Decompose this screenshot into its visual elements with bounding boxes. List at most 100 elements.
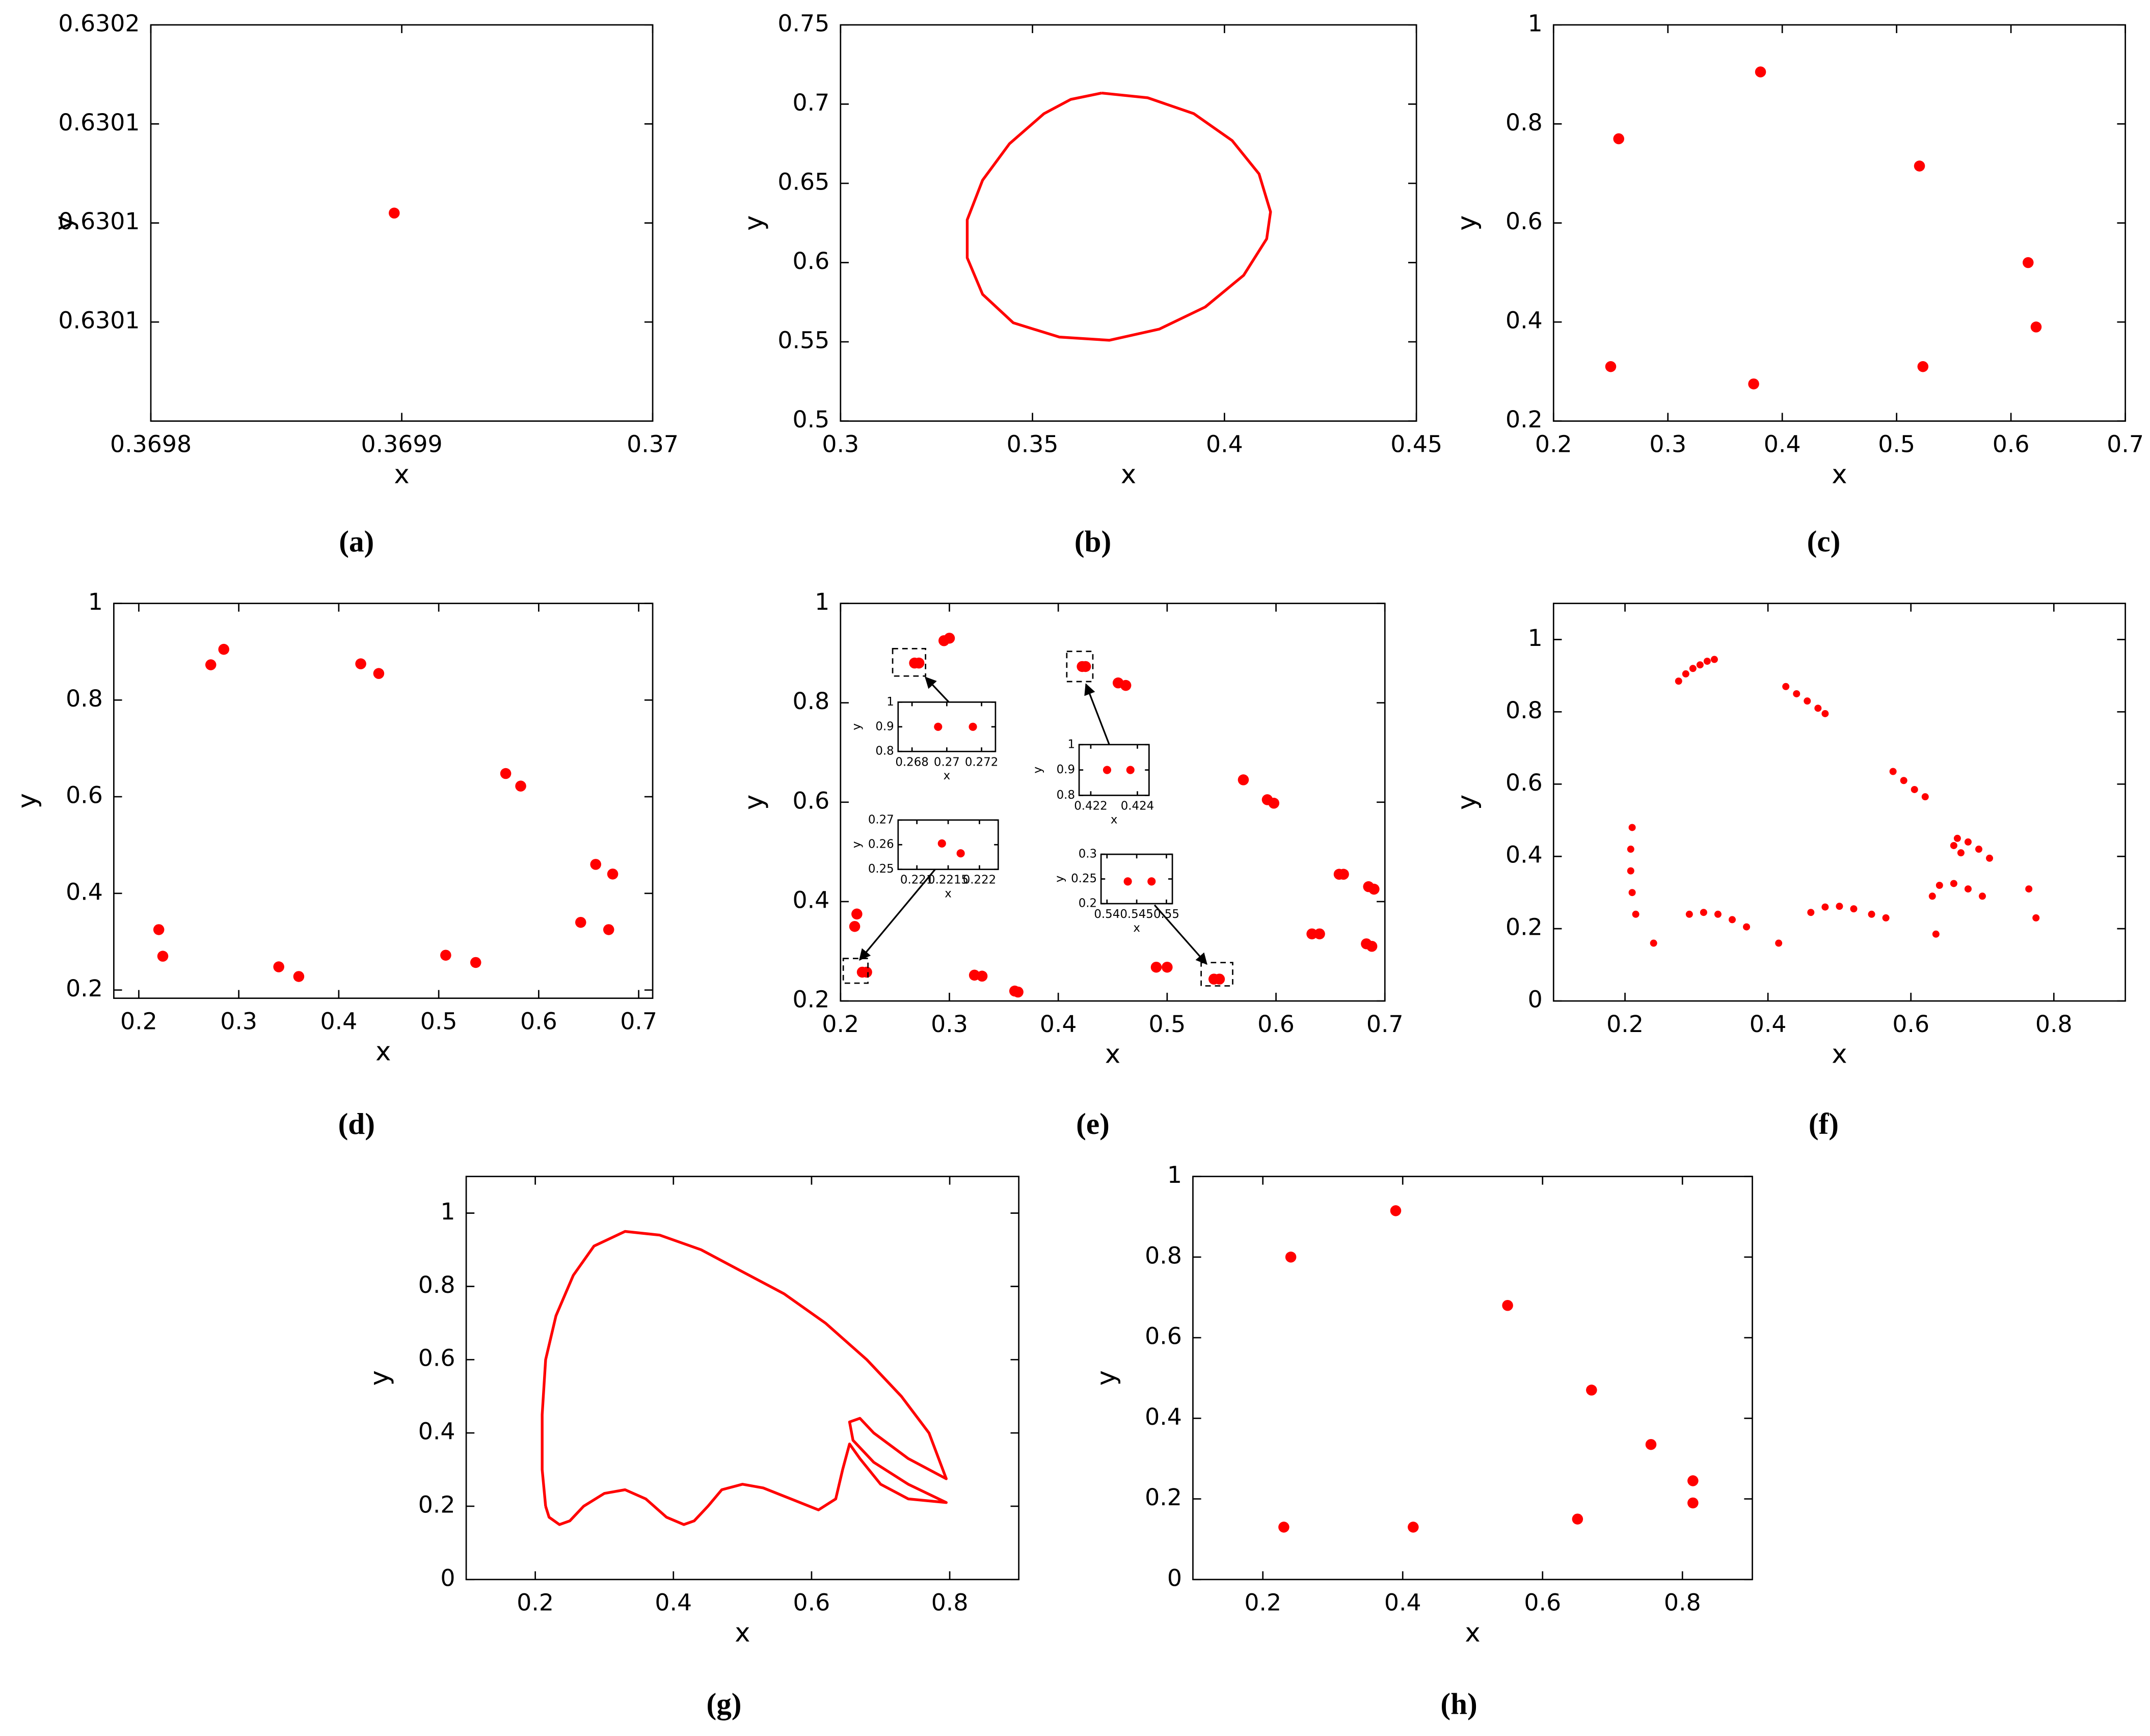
point — [976, 970, 988, 982]
x-tick-label: 0.3699 — [361, 431, 443, 458]
y-tick-label: 0.2 — [1145, 1484, 1182, 1511]
point — [1714, 910, 1722, 918]
point — [1687, 1497, 1699, 1509]
point — [1957, 849, 1965, 857]
y-tick-label: 0.7 — [792, 89, 829, 116]
curve — [965, 91, 1272, 342]
y-tick-label: 0.5 — [792, 406, 829, 433]
curve — [541, 1230, 948, 1526]
point — [1917, 361, 1929, 372]
x-tick-label: 0.6 — [520, 1008, 557, 1035]
x-tick-label: 0.2 — [1244, 1589, 1281, 1616]
y-tick-label: 0.6301 — [58, 307, 140, 334]
x-tick-label: 0.4 — [1206, 431, 1243, 458]
x-tick-label: 0.8 — [1664, 1589, 1701, 1616]
point — [1850, 905, 1858, 913]
y-tick-label: 0.4 — [1506, 842, 1543, 869]
y-tick-label: 0.6 — [1506, 769, 1543, 796]
y-tick-label: 0.27 — [868, 813, 894, 826]
zoom-box — [842, 958, 869, 984]
y-axis-label: y — [1452, 215, 1482, 231]
plot-area — [465, 1176, 1020, 1581]
point — [1628, 889, 1636, 897]
point — [1080, 661, 1091, 672]
x-tick-label: 0.422 — [1074, 799, 1107, 812]
point — [603, 924, 614, 935]
point — [1728, 916, 1736, 924]
point — [1162, 961, 1173, 973]
point — [913, 657, 925, 669]
point — [1627, 846, 1634, 853]
point — [849, 920, 861, 932]
point — [969, 722, 977, 731]
point — [1687, 1475, 1699, 1486]
point — [1932, 930, 1940, 938]
y-axis-label: y — [739, 795, 769, 810]
y-tick-label: 0 — [1167, 1564, 1182, 1591]
point — [2023, 257, 2034, 268]
x-tick-label: 0.2 — [1535, 431, 1572, 458]
point — [2030, 321, 2042, 333]
x-tick-label: 0.6 — [1892, 1011, 1929, 1038]
x-axis-label: x — [1121, 459, 1136, 490]
x-axis-label: x — [1832, 459, 1847, 490]
point — [1868, 910, 1875, 918]
point — [1645, 1439, 1657, 1450]
x-tick-label: 0.221 — [900, 874, 933, 887]
y-tick-label: 1 — [1167, 1161, 1182, 1188]
x-tick-label: 0.3 — [931, 1011, 968, 1038]
plot-area — [840, 24, 1417, 422]
point — [1821, 710, 1829, 717]
plot-area — [1552, 24, 2126, 422]
y-tick-label: 1 — [1528, 10, 1543, 37]
point — [1238, 774, 1249, 785]
point — [1921, 793, 1929, 801]
y-axis-label: y — [1053, 876, 1066, 883]
x-tick-label: 0.424 — [1121, 799, 1154, 812]
x-axis-label: x — [1133, 921, 1140, 935]
point — [1278, 1522, 1289, 1533]
y-axis-label: y — [850, 723, 864, 730]
x-tick-label: 0.27 — [934, 755, 960, 769]
plot-area — [113, 603, 654, 999]
point — [937, 839, 946, 848]
point — [1627, 867, 1634, 875]
y-tick-label: 0.8 — [792, 688, 829, 715]
x-tick-label: 0.3 — [822, 431, 859, 458]
point — [1743, 923, 1751, 931]
y-tick-label: 1 — [440, 1198, 455, 1225]
x-axis-label: x — [1111, 813, 1118, 826]
point — [205, 659, 217, 670]
plot-area — [1552, 603, 2126, 1002]
point — [1914, 160, 1925, 172]
y-tick-label: 0.8 — [1145, 1242, 1182, 1269]
y-tick-label: 0.6301 — [58, 109, 140, 136]
x-tick-label: 0.8 — [931, 1589, 969, 1616]
point — [218, 643, 230, 655]
x-tick-label: 0.6 — [1524, 1589, 1561, 1616]
x-axis-label: x — [944, 769, 951, 782]
x-tick-label: 0.3698 — [110, 431, 192, 458]
x-tick-label: 0.7 — [2107, 431, 2144, 458]
arrow — [925, 676, 950, 703]
plot-area — [1100, 853, 1173, 905]
point — [1964, 838, 1972, 846]
y-tick-label: 0.6 — [66, 782, 103, 809]
x-tick-label: 0.54 — [1094, 908, 1120, 921]
plot-area — [1192, 1176, 1753, 1581]
y-tick-label: 0.2 — [1506, 406, 1543, 433]
point — [1950, 842, 1957, 849]
x-axis-label: x — [735, 1618, 750, 1648]
point — [1306, 928, 1318, 940]
zoom-box — [892, 648, 926, 677]
plot-area — [150, 24, 654, 422]
x-tick-label: 0.4 — [655, 1589, 692, 1616]
point — [1214, 973, 1225, 985]
y-tick-label: 1 — [1528, 625, 1543, 652]
point — [1964, 885, 1972, 893]
point — [1821, 903, 1829, 911]
point — [1390, 1205, 1402, 1216]
x-tick-label: 0.2215 — [928, 874, 969, 887]
point — [440, 950, 451, 961]
